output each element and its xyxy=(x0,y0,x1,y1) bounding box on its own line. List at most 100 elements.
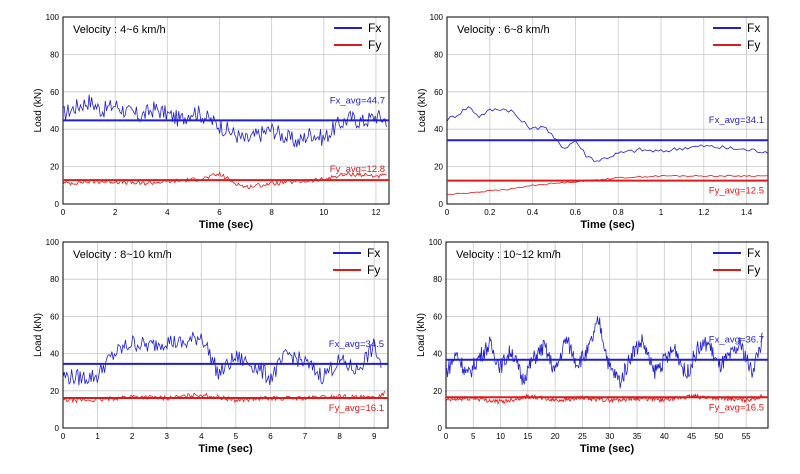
series-line-fx xyxy=(446,316,763,389)
x-tick-label: 12 xyxy=(372,208,381,217)
x-tick-label: 1.2 xyxy=(698,208,710,217)
x-tick-label: 55 xyxy=(742,432,751,441)
x-tick-label: 20 xyxy=(551,432,560,441)
series-line-fy xyxy=(63,390,385,404)
chart-panel-1: 0 2 4 6 8 10 12 0 20 40 60 80 100 Time (sec) Load (kN)… xyxy=(33,13,390,231)
chart-panel-2: 0 0.2 0.4 0.6 0.8 1 1.2 1.4 0 20 40 60 80 100 Time (se… xyxy=(417,13,769,231)
x-tick-label: 1 xyxy=(95,432,100,441)
chart-title: Velocity : 6~8 km/h xyxy=(457,24,550,36)
y-tick-label: 20 xyxy=(50,163,59,172)
x-tick-label: 10 xyxy=(319,208,328,217)
x-tick-label: 30 xyxy=(605,432,614,441)
x-tick-label: 7 xyxy=(303,432,308,441)
y-tick-label: 0 xyxy=(55,200,60,209)
chart-title: Velocity : 4~6 km/h xyxy=(73,24,166,36)
chart-title: Velocity : 8~10 km/h xyxy=(73,249,172,261)
x-tick-label: 4 xyxy=(199,432,204,441)
avg-label-fx: Fx_avg=36.7 xyxy=(709,335,764,346)
x-tick-label: 2 xyxy=(130,432,135,441)
y-tick-label: 40 xyxy=(433,350,442,359)
legend-label-fy: Fy xyxy=(367,263,380,277)
x-axis-label: Time (sec) xyxy=(580,219,635,231)
avg-label-fx: Fx_avg=34.5 xyxy=(329,339,384,350)
x-tick-label: 1.4 xyxy=(741,208,753,217)
avg-label-fy: Fy_avg=16.5 xyxy=(709,402,764,413)
series-line-fy xyxy=(63,171,387,190)
y-axis-label: Load (kN) xyxy=(33,89,44,133)
y-tick-label: 0 xyxy=(439,200,444,209)
y-tick-label: 20 xyxy=(433,387,442,396)
legend-label-fy: Fy xyxy=(368,38,381,52)
legend-label-fx: Fx xyxy=(367,246,380,260)
x-tick-label: 0 xyxy=(445,208,450,217)
x-tick-label: 5 xyxy=(234,432,239,441)
legend-label-fy: Fy xyxy=(747,38,760,52)
chart-panel-3: 0 1 2 3 4 5 6 7 8 9 0 20 40 60 80 100 Time (sec) Load (kN… xyxy=(33,238,389,455)
x-tick-label: 6 xyxy=(268,432,273,441)
x-tick-label: 0.6 xyxy=(570,208,582,217)
y-tick-label: 100 xyxy=(429,238,443,247)
x-tick-label: 0 xyxy=(61,208,66,217)
y-tick-label: 80 xyxy=(434,50,443,59)
x-tick-label: 3 xyxy=(164,432,169,441)
avg-label-fx: Fx_avg=34.1 xyxy=(709,115,764,126)
y-tick-label: 80 xyxy=(50,275,59,284)
x-tick-label: 45 xyxy=(687,432,696,441)
series-line-fx xyxy=(63,94,387,148)
y-tick-label: 80 xyxy=(433,275,442,284)
legend-label-fy: Fy xyxy=(747,263,760,277)
y-tick-label: 20 xyxy=(434,163,443,172)
series-line-fx xyxy=(447,106,768,163)
x-tick-label: 8 xyxy=(337,432,342,441)
avg-label-fx: Fx_avg=44.7 xyxy=(330,95,385,106)
x-tick-label: 2 xyxy=(113,208,118,217)
x-tick-label: 0 xyxy=(61,432,66,441)
y-tick-label: 100 xyxy=(46,13,60,22)
y-tick-label: 100 xyxy=(46,238,60,247)
series-line-fy xyxy=(447,174,768,196)
x-tick-label: 9 xyxy=(372,432,377,441)
plot-frame xyxy=(62,16,390,205)
y-tick-label: 40 xyxy=(50,350,59,359)
x-axis-label: Time (sec) xyxy=(198,443,253,455)
y-tick-label: 60 xyxy=(434,88,443,97)
y-tick-label: 0 xyxy=(55,424,60,433)
x-tick-label: 1 xyxy=(659,208,664,217)
x-tick-label: 0 xyxy=(444,432,449,441)
chart-panel-4: 0 5 10 15 20 25 30 35 40 45 50 55 0 20 40 60 80 100 Time (… xyxy=(416,238,769,455)
x-tick-label: 6 xyxy=(217,208,222,217)
y-axis-label: Load (kN) xyxy=(33,313,44,357)
x-tick-label: 10 xyxy=(496,432,505,441)
x-axis-label: Time (sec) xyxy=(580,443,635,455)
y-tick-label: 40 xyxy=(434,125,443,134)
x-tick-label: 40 xyxy=(660,432,669,441)
avg-label-fy: Fy_avg=16.1 xyxy=(329,403,384,414)
plot-frame xyxy=(446,16,769,205)
legend-label-fx: Fx xyxy=(747,246,760,260)
y-tick-label: 40 xyxy=(50,125,59,134)
legend-label-fx: Fx xyxy=(747,21,760,35)
chart-title: Velocity : 10~12 km/h xyxy=(456,249,561,261)
y-tick-label: 60 xyxy=(50,88,59,97)
y-tick-label: 60 xyxy=(50,312,59,321)
x-tick-label: 4 xyxy=(165,208,170,217)
x-tick-label: 5 xyxy=(471,432,476,441)
x-tick-label: 50 xyxy=(714,432,723,441)
x-tick-label: 25 xyxy=(578,432,587,441)
x-tick-label: 35 xyxy=(633,432,642,441)
y-tick-label: 80 xyxy=(50,50,59,59)
plot-frame xyxy=(445,241,769,429)
x-tick-label: 15 xyxy=(523,432,532,441)
avg-label-fy: Fy_avg=12.5 xyxy=(709,186,764,197)
y-axis-label: Load (kN) xyxy=(416,313,427,357)
x-tick-label: 8 xyxy=(269,208,274,217)
x-tick-label: 0.4 xyxy=(527,208,539,217)
avg-label-fy: Fy_avg=12.8 xyxy=(330,164,385,175)
x-tick-label: 0.2 xyxy=(484,208,496,217)
legend-label-fx: Fx xyxy=(368,21,381,35)
x-tick-label: 0.8 xyxy=(613,208,625,217)
x-axis-label: Time (sec) xyxy=(199,219,254,231)
plot-frame xyxy=(62,241,389,429)
y-tick-label: 100 xyxy=(430,13,444,22)
